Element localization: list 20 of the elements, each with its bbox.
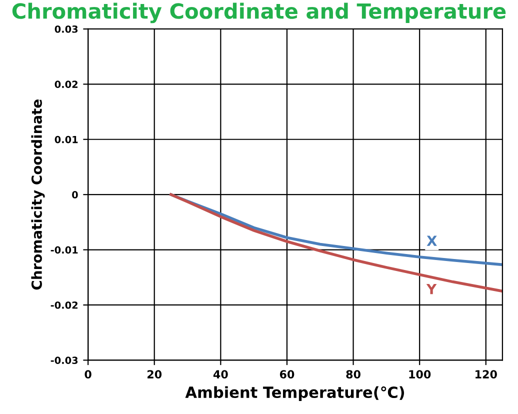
x-tick-label: 0: [84, 370, 92, 379]
x-tick-label: 100: [409, 370, 431, 379]
x-tick-label: 80: [346, 370, 360, 379]
y-tick-label: 0: [72, 191, 78, 198]
y-tick-label: -0.01: [50, 246, 78, 254]
y-tick-label: -0.02: [50, 301, 78, 309]
x-tick-label: 40: [213, 370, 228, 379]
series-label: Y: [426, 284, 437, 294]
y-tick-label: -0.03: [50, 356, 78, 364]
series-label: X: [426, 236, 437, 246]
chart-title: Chromaticity Coordinate and Temperature: [12, 2, 506, 24]
line-series: [170, 193, 502, 293]
y-tick-label: 0.02: [54, 80, 78, 88]
x-tick-label: 120: [476, 370, 497, 379]
y-tick-label: 0.03: [54, 25, 78, 33]
y-axis-title: Chromaticity Coordinate: [31, 100, 45, 290]
x-tick-label: 20: [148, 370, 162, 379]
x-tick-label: 60: [280, 370, 294, 379]
y-tick-label: 0.01: [54, 136, 78, 144]
x-axis-title: Ambient Temperature(℃): [185, 386, 404, 401]
